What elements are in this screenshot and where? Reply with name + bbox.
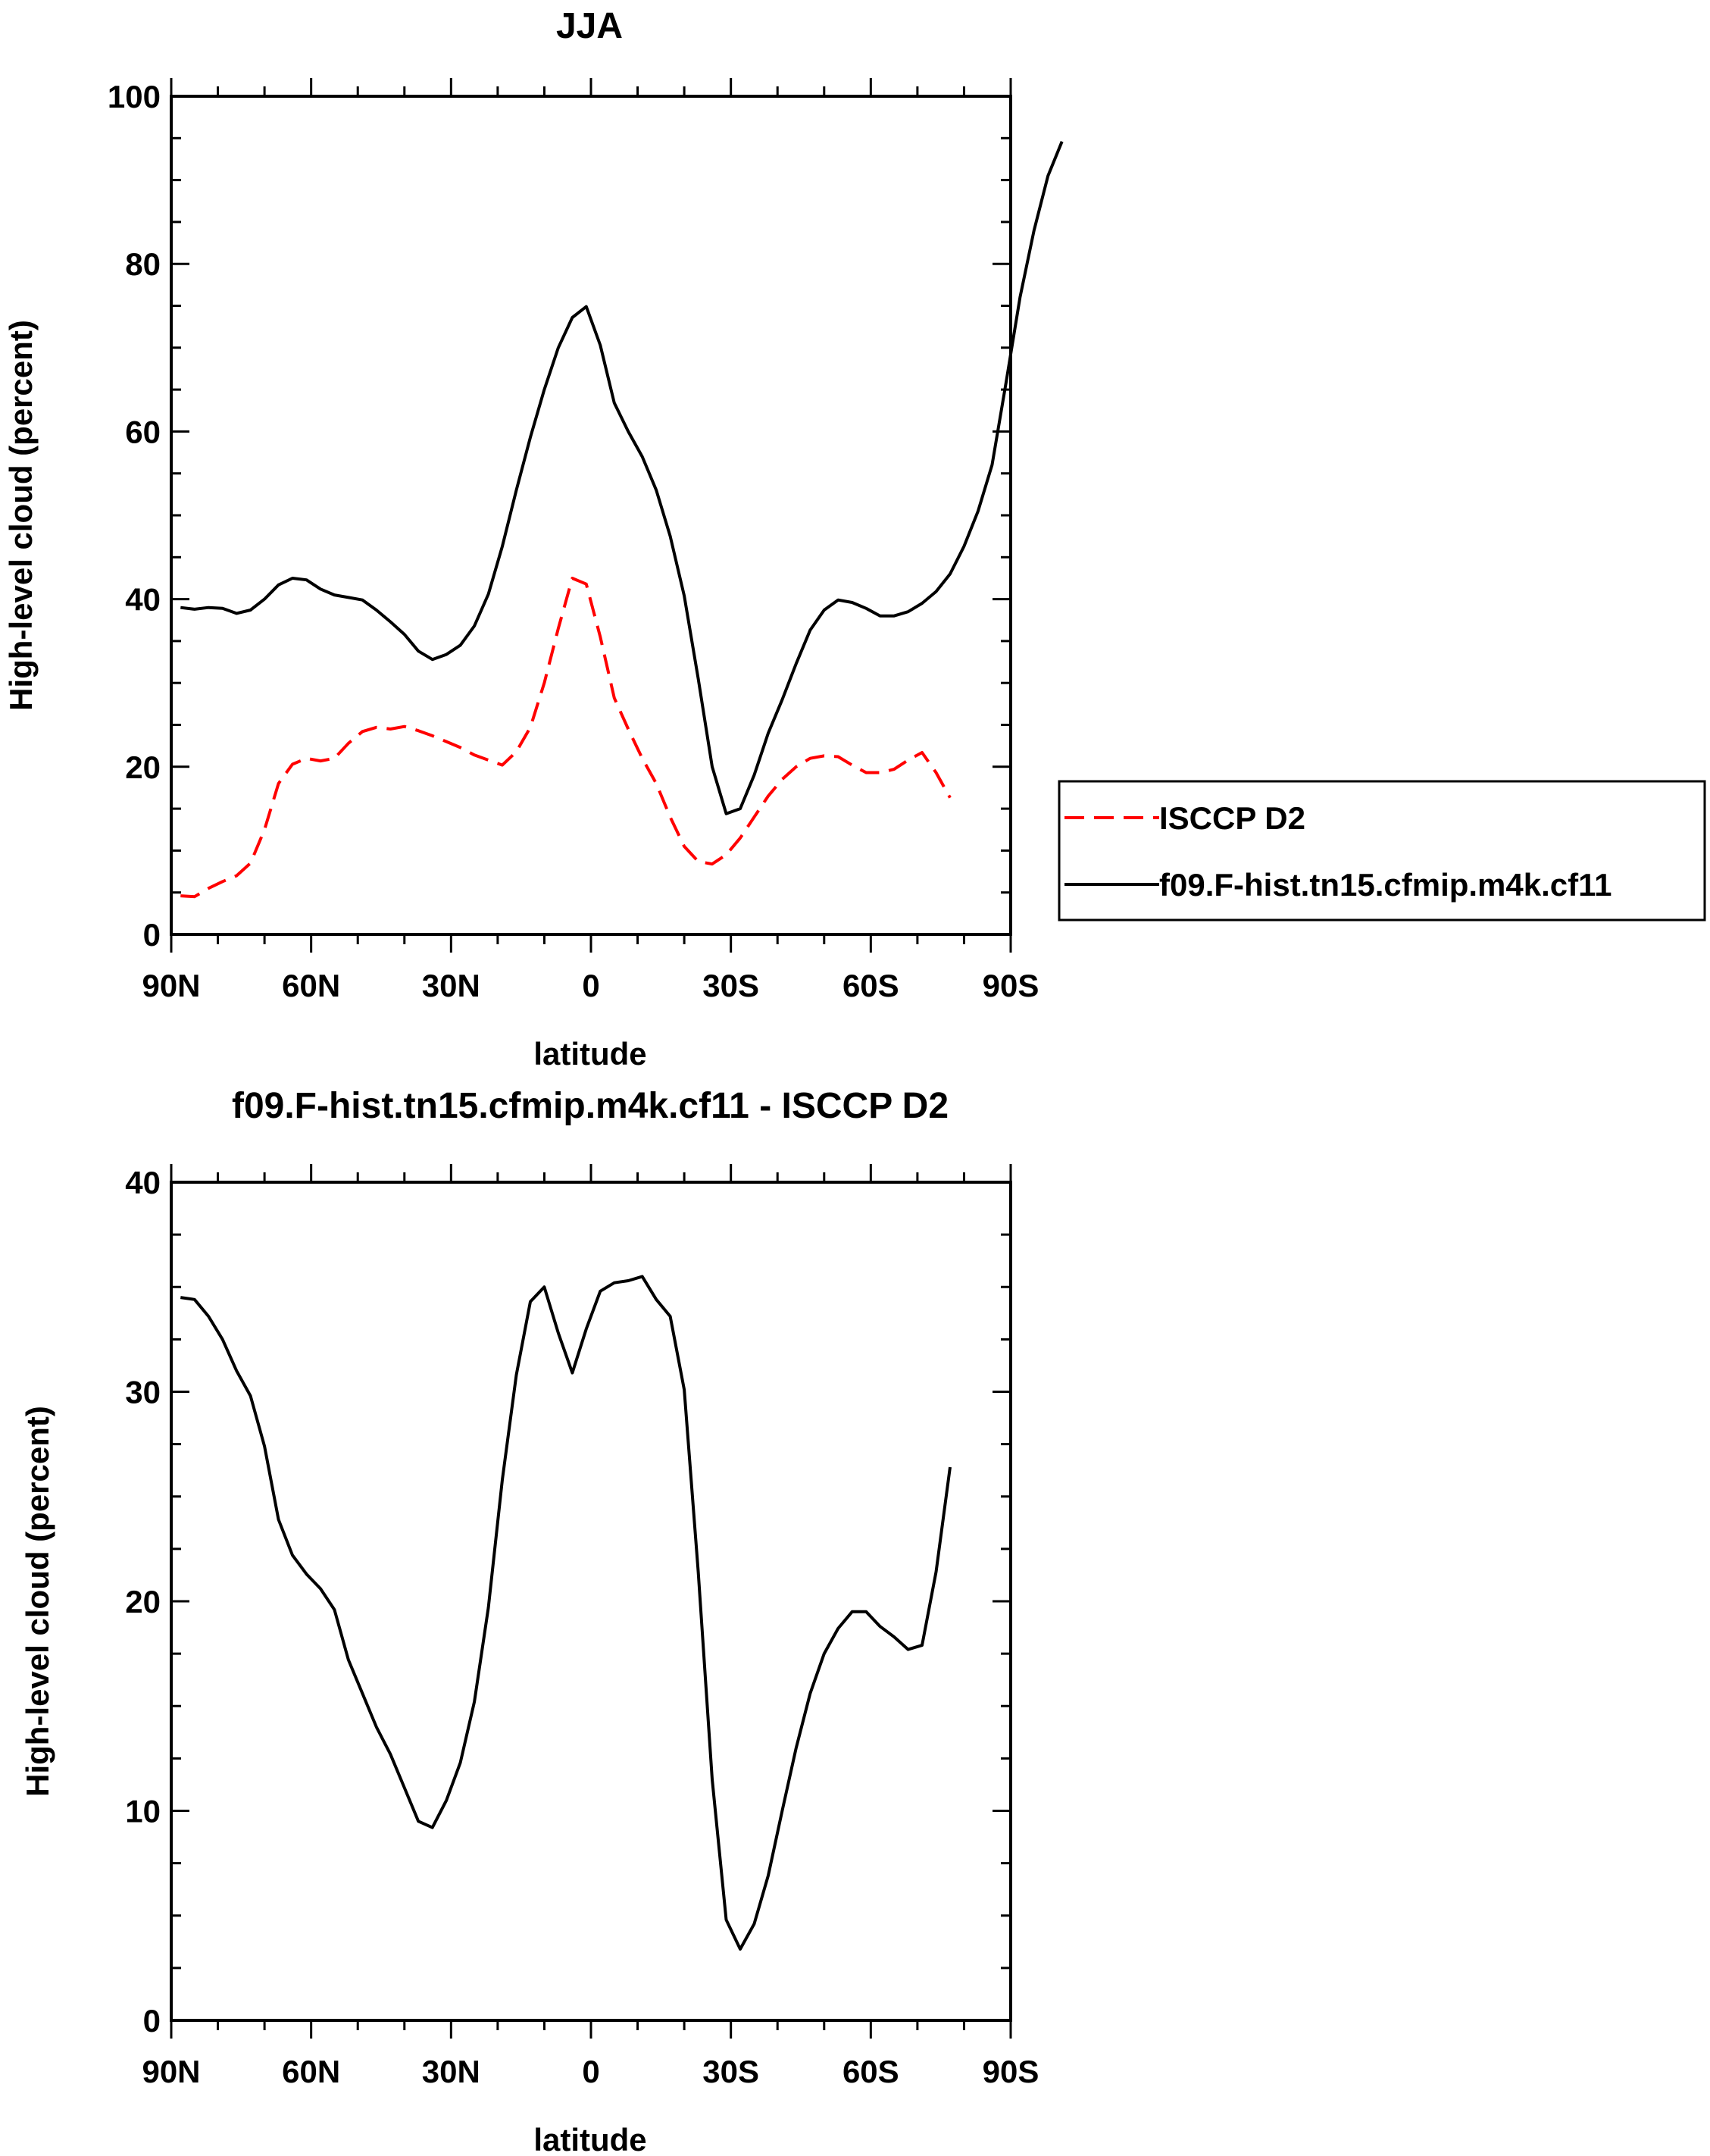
legend-label-model: f09.F-hist.tn15.cfmip.m4k.cf11 [1159,867,1612,903]
top-y-tick-label: 100 [108,79,161,114]
top-x-tick-label: 60N [282,968,340,1003]
top-x-tick-label: 0 [582,968,599,1003]
bottom-y-axis: 0 10 20 30 40 [125,1165,1011,2039]
top-x-tick-label: 90N [142,968,200,1003]
top-x-axis: 90N 60N 30N 0 30S 60S 90S [142,78,1039,1003]
top-series-group [180,140,1064,899]
bottom-y-tick-label: 40 [125,1165,161,1200]
bottom-x-tick-label: 90S [983,2054,1039,2089]
top-chart-title: JJA [556,6,623,46]
top-series-line-0 [180,577,952,899]
top-x-tick-label: 30S [702,968,759,1003]
top-y-tick-label: 20 [125,749,161,785]
bottom-y-tick-label: 20 [125,1584,161,1619]
top-y-tick-label: 80 [125,246,161,282]
bottom-y-tick-label: 0 [143,2003,161,2039]
legend-box [1058,780,1706,922]
top-y-tick-label: 0 [143,917,161,953]
top-plot-frame [170,95,1012,936]
top-series-line-1 [180,140,1064,815]
bottom-y-tick-label: 30 [125,1375,161,1410]
bottom-plot-frame [170,1181,1012,2022]
bottom-x-tick-label: 0 [582,2054,599,2089]
top-y-axis: 0 20 40 60 80 100 [108,79,1011,953]
top-y-tick-label: 60 [125,414,161,449]
legend: ISCCP D2 f09.F-hist.tn15.cfmip.m4k.cf11 [1058,780,1706,922]
bottom-y-tick-label: 10 [125,1794,161,1829]
top-y-axis-title: High-level cloud (percent) [3,320,39,711]
top-y-tick-label: 40 [125,582,161,618]
bottom-x-tick-label: 90N [142,2054,200,2089]
bottom-panel: f09.F-hist.tn15.cfmip.m4k.cf11 - ISCCP D… [20,1086,1039,2156]
bottom-series-group [180,1275,952,1951]
bottom-series-line-0 [180,1275,952,1951]
bottom-x-tick-label: 60S [842,2054,899,2089]
top-x-axis-title: latitude [533,1036,646,1072]
bottom-x-tick-label: 60N [282,2054,340,2089]
top-panel: JJA 0 20 40 60 80 100 90N 60N 30N 0 30S 60S 90S Hig… [3,6,1706,1072]
legend-label-isccp: ISCCP D2 [1159,800,1305,836]
top-x-tick-label: 60S [842,968,899,1003]
bottom-x-tick-label: 30N [422,2054,480,2089]
top-x-tick-label: 30N [422,968,480,1003]
bottom-x-axis: 90N 60N 30N 0 30S 60S 90S [142,1164,1039,2089]
bottom-y-axis-title: High-level cloud (percent) [20,1406,55,1797]
top-x-tick-label: 90S [983,968,1039,1003]
bottom-x-axis-title: latitude [533,2122,646,2156]
bottom-chart-title: f09.F-hist.tn15.cfmip.m4k.cf11 - ISCCP D… [232,1086,949,1126]
bottom-x-tick-label: 30S [702,2054,759,2089]
